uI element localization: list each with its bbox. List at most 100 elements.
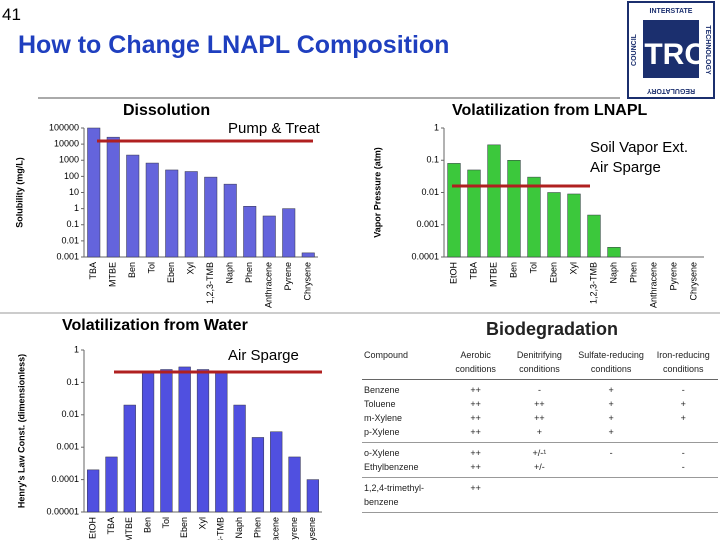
cell-line: ++ [534,399,545,409]
bar [282,208,296,258]
bar [87,127,101,258]
table-cell [574,478,649,513]
y-axis-label: Solubility (mg/L) [14,157,24,228]
y-tick-label: 0.00001 [46,506,79,516]
bar [165,169,179,258]
x-tick-label: Xyl [186,262,196,275]
cell-line: + [608,399,614,409]
y-tick-label: 0.1 [426,155,439,165]
bar [306,479,319,513]
bar [251,437,265,513]
x-tick-label: Phen [252,517,262,538]
table-row: Benzene Toluene m-Xylene p-Xylene ++ ++ ++ ++ - +… [362,380,718,443]
y-axis-label: Vapor Pressure (atm) [372,147,382,238]
cell-line: ++ [470,448,481,458]
bar [87,469,100,513]
cell-line: - [537,385,541,395]
cell-line: - [681,448,685,458]
x-tick-label: EtOH [88,517,98,539]
x-tick-label: Pyrene [283,262,293,291]
annotation: Air Sparge [228,347,299,364]
chart-title: Volatilization from Water [62,317,248,334]
x-tick-label: Phen [244,262,254,283]
x-tick-label: MTBE [108,262,118,287]
table-cell: ++ ++ ++ ++ [446,380,505,443]
logo-text: COUNCIL [631,33,638,66]
y-tick-label: 0.1 [66,219,79,229]
cell-line: + [608,427,614,437]
table-cell: o-Xylene Ethylbenzene [362,443,446,478]
x-tick-label: Naph [225,262,235,284]
annotation: Air Sparge [590,159,661,176]
x-tick-label: Eben [548,262,558,283]
cell-line: - [681,462,685,472]
bar [467,169,481,258]
cell-line: + [608,385,614,395]
slide-title: How to Change LNAPL Composition [18,31,449,59]
cell-line: ++ [470,413,481,423]
cell-line: + [608,413,614,423]
table-cell: ++ [446,478,505,513]
bar [141,372,155,513]
x-tick-label: TBA [106,517,116,535]
bar [105,456,118,513]
table: Biodegradation Compound Aerobic condition… [362,319,718,513]
y-tick-label: 0.0001 [51,474,79,484]
y-tick-label: 0.1 [66,377,79,387]
table-grid: Compound Aerobic conditions Denitrifying c… [362,345,718,513]
cell-line: Toluene [364,399,396,409]
y-tick-label: 100000 [49,122,79,132]
annotation: Pump & Treat [228,120,321,137]
cell-line: ++ [470,427,481,437]
logo-mark: ITRC [636,38,706,71]
y-tick-label: 0.001 [56,442,79,452]
x-tick-label: 1,2,3-TMB [205,262,215,304]
table-cell: 1,2,4-trimethyl-benzene [362,478,446,513]
bar [262,215,276,258]
x-tick-label: TBA [88,262,98,280]
bar [270,431,283,513]
bar [160,369,173,513]
y-axis-label: Henry's Law Const. (dimensionless) [16,354,26,508]
table-cell [505,478,573,513]
bar [301,252,315,258]
x-tick-label: Ben [508,262,518,278]
y-tick-label: 1 [74,203,79,213]
x-tick-label: MTBE [488,262,498,287]
x-tick-label: Tol [528,262,538,274]
header-cell: Sulfate-reducing conditions [578,350,644,374]
x-tick-label: Anthracene [648,262,658,308]
x-tick-label: Naph [234,517,244,539]
x-tick-label: Xyl [568,262,578,275]
y-tick-label: 1 [434,122,439,132]
bar [447,163,461,258]
bar [196,369,210,513]
table-cell: - + + [649,380,718,443]
table-row: o-Xylene Ethylbenzene ++ ++ +/-¹ +/- - - - [362,443,718,478]
logo-text: REGULATORY [647,87,695,94]
table-cell: - ++ ++ + [505,380,573,443]
bar [243,206,257,258]
y-tick-label: 0.0001 [411,251,439,261]
cell-line: ++ [534,413,545,423]
x-tick-label: 1,2,3-TMB [216,517,226,540]
cell-line: ++ [470,462,481,472]
x-tick-label: MTBE [124,517,134,540]
x-tick-label: Ben [127,262,137,278]
cell-line: - [681,385,685,395]
y-tick-label: 1000 [59,155,79,165]
logo-block [643,20,699,78]
y-tick-label: 0.001 [416,219,439,229]
logo-text: INTERSTATE [650,8,693,15]
x-tick-label: Pyrene [289,517,299,540]
cell-line: p-Xylene [364,427,400,437]
cell-line: - [609,448,613,458]
table-cell: +/-¹ +/- [505,443,573,478]
x-tick-label: Eben [166,262,176,283]
bar [507,160,521,258]
bar [567,193,581,258]
cell-line: +/- [534,462,545,472]
x-tick-label: Phen [628,262,638,283]
